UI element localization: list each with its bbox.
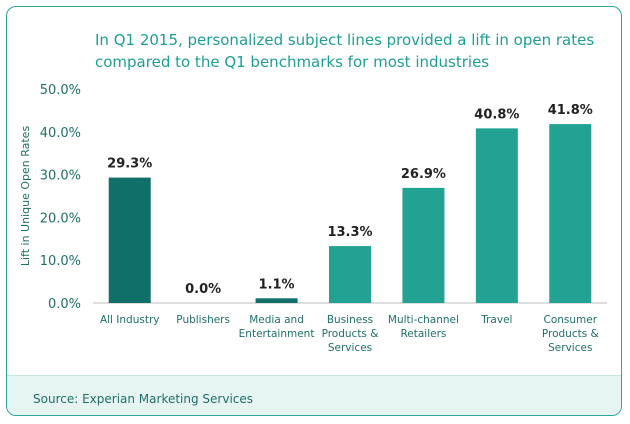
- bar-chart: Lift in Unique Open Rates 0.0% 10.0% 20.0% 3…: [19, 83, 607, 354]
- x-tick-label: All Industry: [100, 314, 160, 326]
- x-tick-label: Consumer Products & Services: [542, 314, 599, 354]
- x-tick-label-line: Products &: [542, 328, 599, 340]
- x-tick-label-line: Products &: [322, 328, 379, 340]
- x-tick-label-line: All Industry: [100, 314, 160, 326]
- bar: [255, 298, 298, 303]
- data-label: 41.8%: [548, 103, 593, 118]
- x-tick-label-line: Consumer: [544, 314, 598, 326]
- bar: [549, 124, 592, 303]
- data-label: 0.0%: [185, 282, 221, 297]
- data-label: 26.9%: [401, 167, 446, 182]
- x-tick-label: Media and Entertainment: [239, 314, 315, 340]
- chart-frame: In Q1 2015, personalized subject lines p…: [6, 6, 622, 416]
- y-tick-label: 40.0%: [40, 126, 81, 141]
- x-tick-label-line: Multi-channel: [388, 314, 459, 326]
- y-tick-label: 0.0%: [48, 297, 81, 312]
- chart-title-line-1: In Q1 2015, personalized subject lines p…: [95, 31, 595, 49]
- y-tick-label: 20.0%: [40, 211, 81, 226]
- x-tick-label: Multi-channel Retailers: [388, 314, 459, 340]
- x-tick-label-line: Services: [328, 342, 372, 354]
- x-tick-label-line: Retailers: [400, 328, 446, 340]
- chart-title-line-2: compared to the Q1 benchmarks for most i…: [95, 53, 490, 71]
- data-label: 29.3%: [107, 157, 152, 172]
- bar: [402, 187, 445, 303]
- x-tick-label: Publishers: [176, 314, 230, 326]
- bar: [329, 246, 371, 303]
- bar: [108, 177, 151, 303]
- bar: [475, 128, 518, 303]
- x-tick-label-line: Services: [548, 342, 592, 354]
- x-tick-label-line: Entertainment: [239, 328, 315, 340]
- x-tick-label: Business Products & Services: [322, 314, 379, 354]
- data-label: 13.3%: [327, 225, 372, 240]
- x-tick-label-line: Business: [327, 314, 373, 326]
- source-text: Source: Experian Marketing Services: [33, 392, 254, 406]
- data-label: 40.8%: [474, 107, 519, 122]
- x-tick-label: Travel: [480, 314, 512, 326]
- chart-title: In Q1 2015, personalized subject lines p…: [95, 29, 615, 73]
- y-tick-label: 50.0%: [40, 83, 81, 98]
- data-label: 1.1%: [259, 277, 295, 292]
- y-axis-label: Lift in Unique Open Rates: [19, 126, 32, 267]
- source-footer: Source: Experian Marketing Services: [7, 375, 621, 415]
- x-tick-label-line: Publishers: [176, 314, 230, 326]
- y-tick-label: 10.0%: [40, 254, 81, 269]
- x-tick-label-line: Media and: [249, 314, 304, 326]
- x-tick-label-line: Travel: [480, 314, 512, 326]
- y-tick-label: 30.0%: [40, 169, 81, 184]
